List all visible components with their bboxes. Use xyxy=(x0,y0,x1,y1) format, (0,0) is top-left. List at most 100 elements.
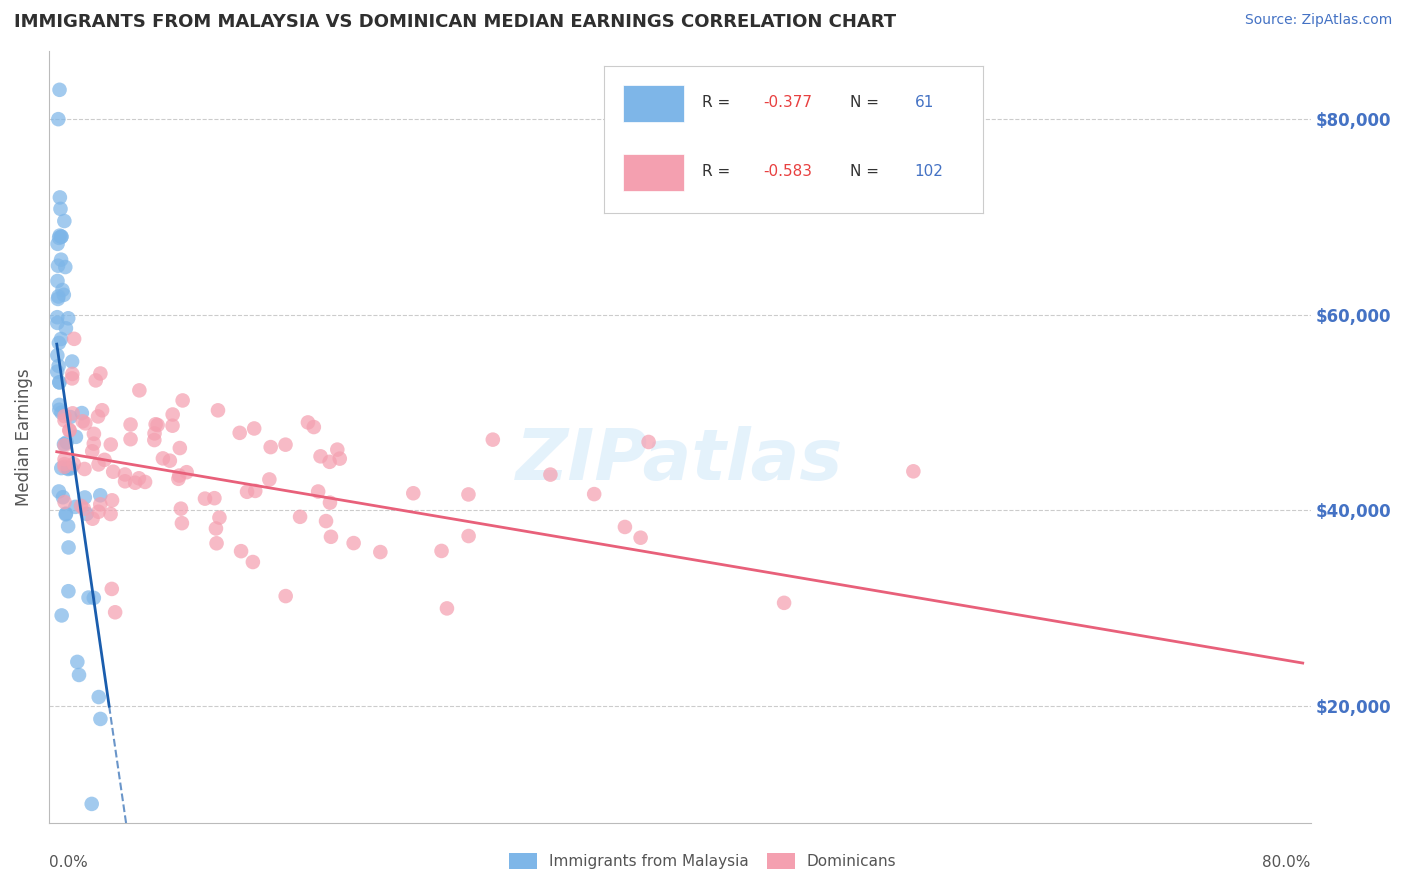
Point xyxy=(128,384,150,398)
Point xyxy=(82,512,104,526)
Y-axis label: Median Earnings: Median Earnings xyxy=(15,368,32,506)
Point xyxy=(46,112,69,127)
Point xyxy=(48,398,70,412)
Point xyxy=(101,582,124,596)
Point xyxy=(73,501,96,516)
Point xyxy=(430,544,453,558)
Point xyxy=(49,190,72,204)
Point xyxy=(60,371,83,385)
Point xyxy=(319,530,342,544)
Point xyxy=(56,519,79,533)
Point xyxy=(128,471,150,485)
Point xyxy=(89,497,111,511)
Point xyxy=(114,475,136,489)
Point xyxy=(482,433,505,447)
Point xyxy=(80,797,103,811)
Point xyxy=(46,365,69,379)
Point xyxy=(204,491,226,506)
Point xyxy=(48,83,70,97)
Point xyxy=(205,521,228,535)
Point xyxy=(60,461,83,475)
Point xyxy=(228,425,250,440)
Point xyxy=(83,426,105,441)
Point xyxy=(343,536,366,550)
Point xyxy=(70,406,93,420)
Point xyxy=(315,514,337,528)
Point xyxy=(46,292,69,306)
Point xyxy=(87,690,110,704)
Point xyxy=(436,601,458,615)
Point xyxy=(630,531,652,545)
Point xyxy=(87,409,110,424)
Point xyxy=(162,408,184,422)
Point xyxy=(65,430,87,444)
Point xyxy=(46,259,69,273)
Point xyxy=(73,491,96,505)
Point xyxy=(48,359,70,373)
Point xyxy=(70,499,93,513)
Point xyxy=(91,403,114,417)
Point xyxy=(146,418,169,433)
Point xyxy=(67,668,90,682)
Point xyxy=(457,529,479,543)
Point xyxy=(162,418,184,433)
Point xyxy=(120,432,142,446)
Point xyxy=(52,288,75,302)
Text: 0.0%: 0.0% xyxy=(49,855,87,870)
Point xyxy=(243,421,266,435)
Point xyxy=(46,274,69,288)
Point xyxy=(93,452,115,467)
Point xyxy=(46,348,69,362)
Point xyxy=(59,410,82,425)
Point xyxy=(613,520,636,534)
Point xyxy=(169,441,191,455)
Point xyxy=(302,420,325,434)
Point xyxy=(53,495,76,509)
Point xyxy=(55,508,77,522)
Point xyxy=(205,536,228,550)
Point xyxy=(89,367,111,381)
Point xyxy=(84,373,107,387)
Point xyxy=(100,507,122,521)
Point xyxy=(172,393,194,408)
Point xyxy=(229,544,252,558)
Point xyxy=(457,487,479,501)
Point xyxy=(48,335,70,350)
Point xyxy=(46,316,69,330)
Point xyxy=(48,484,70,499)
Point xyxy=(120,417,142,432)
Point xyxy=(55,507,77,521)
Point xyxy=(53,409,76,424)
Point xyxy=(51,229,73,244)
Point xyxy=(72,414,94,428)
Point xyxy=(60,367,83,381)
Point xyxy=(53,457,76,471)
Point xyxy=(242,555,264,569)
Point xyxy=(176,465,198,479)
Point xyxy=(83,436,105,450)
Point xyxy=(326,442,349,457)
Point xyxy=(583,487,606,501)
Point xyxy=(51,406,73,420)
Point xyxy=(318,455,340,469)
Point xyxy=(75,417,97,431)
Point xyxy=(143,433,166,447)
Point xyxy=(62,406,84,420)
Point xyxy=(53,459,76,474)
Point xyxy=(49,202,72,216)
Point xyxy=(170,501,193,516)
Point xyxy=(53,437,76,451)
Point xyxy=(58,584,80,599)
Point xyxy=(53,214,76,228)
Point xyxy=(145,417,167,432)
Point xyxy=(288,509,311,524)
Point xyxy=(143,426,166,441)
Point xyxy=(87,505,110,519)
Point xyxy=(76,507,98,521)
Point xyxy=(773,596,796,610)
Point xyxy=(100,437,122,451)
Point xyxy=(58,424,80,438)
Point xyxy=(49,332,72,346)
Point xyxy=(245,483,267,498)
Point xyxy=(48,231,70,245)
